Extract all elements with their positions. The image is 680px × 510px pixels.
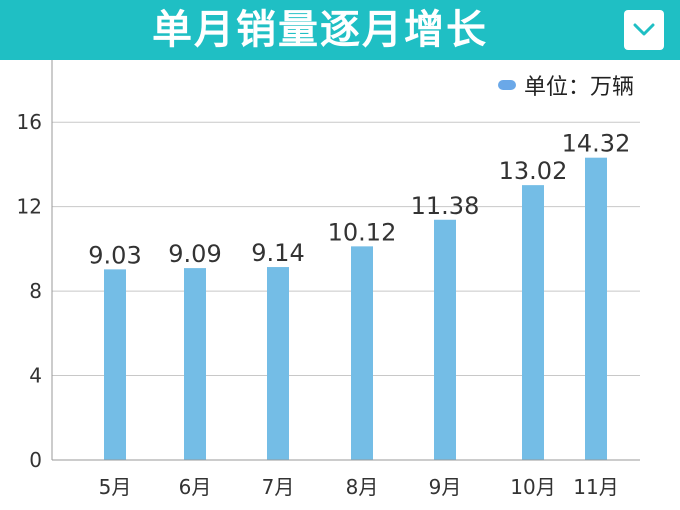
y-tick-label-0: 0 <box>29 448 42 472</box>
x-tick-label-3: 8月 <box>346 475 379 499</box>
y-tick-label-12: 12 <box>17 195 42 219</box>
title-banner <box>0 0 680 60</box>
bar-0 <box>104 269 126 460</box>
data-label-2: 9.14 <box>251 239 304 267</box>
x-tick-label-2: 7月 <box>262 475 295 499</box>
x-tick-label-1: 6月 <box>179 475 212 499</box>
data-label-0: 9.03 <box>88 241 141 269</box>
y-tick-label-8: 8 <box>29 279 42 303</box>
legend-swatch <box>497 80 516 90</box>
bar-4 <box>434 219 456 460</box>
axis-layer: 0 4 8 12 16 5月 6月 7月 8月 9月 10月 11月 <box>17 60 640 499</box>
data-label-3: 10.12 <box>328 218 397 246</box>
x-tick-label-6: 11月 <box>573 475 618 499</box>
data-label-1: 9.09 <box>168 240 221 268</box>
bar-5 <box>522 185 544 460</box>
x-tick-label-5: 10月 <box>510 475 555 499</box>
page-title: 单月销量逐月增长 <box>152 7 488 53</box>
data-label-5: 13.02 <box>499 157 568 185</box>
data-label-6: 14.32 <box>562 130 631 158</box>
bar-6 <box>585 157 607 460</box>
legend-label: 单位：万辆 <box>523 75 634 100</box>
x-tick-label-0: 5月 <box>99 475 132 499</box>
bar-1 <box>184 268 206 460</box>
y-tick-label-16: 16 <box>17 110 42 134</box>
data-label-4: 11.38 <box>411 192 480 220</box>
chevron-down-icon <box>633 23 655 36</box>
dropdown-button[interactable] <box>624 10 664 50</box>
bar-layer <box>104 157 607 460</box>
y-tick-label-4: 4 <box>29 364 42 388</box>
bar-3 <box>351 246 373 460</box>
chart-legend: 单位：万辆 <box>497 70 634 100</box>
x-tick-label-4: 9月 <box>429 475 462 499</box>
bar-2 <box>267 267 289 460</box>
